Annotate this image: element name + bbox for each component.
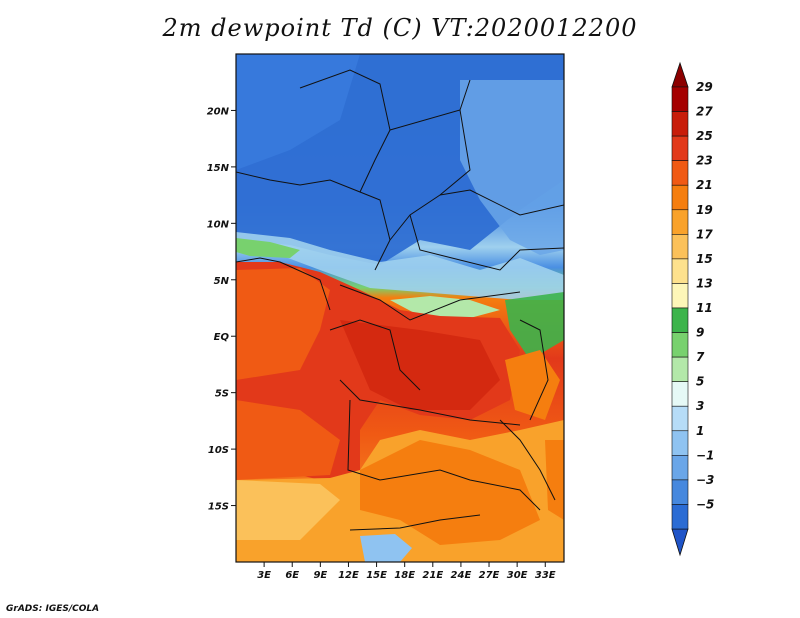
colorbar-label: 23 xyxy=(696,154,713,168)
colorbar-swatch xyxy=(671,184,689,211)
colorbar-swatch xyxy=(671,160,689,186)
country-borders xyxy=(236,69,564,531)
grads-credit: GrADS: IGES/COLA xyxy=(6,604,100,614)
colorbar-label: 21 xyxy=(696,178,713,192)
lat-tick-label: 10S xyxy=(208,445,229,456)
lon-tick-label: 3E xyxy=(257,570,271,581)
lon-tick-label: 6E xyxy=(285,570,299,581)
lon-tick-label: 24E xyxy=(451,570,472,581)
colorbar-swatch xyxy=(671,332,689,358)
colorbar-label: −5 xyxy=(696,497,714,511)
colorbar-swatch xyxy=(671,111,689,137)
lat-tick-label: 15N xyxy=(207,163,230,174)
colorbar-swatch xyxy=(671,234,689,260)
colorbar-label: 3 xyxy=(696,399,704,413)
colorbar-label: 29 xyxy=(696,80,713,94)
colorbar-swatch xyxy=(671,209,689,235)
colorbar-swatch xyxy=(671,356,689,382)
lon-tick-label: 27E xyxy=(479,570,500,581)
lat-tick-label: 10N xyxy=(207,219,230,230)
map-title: 2m dewpoint Td (C) VT:2020012200 xyxy=(162,14,638,42)
lon-tick-label: 33E xyxy=(535,570,556,581)
colorbar: 29 27 25 23 21 19 17 15 13 11 9 7 5 3 1 −1 −3 −5 xyxy=(671,61,714,557)
lon-tick-label: 15E xyxy=(366,570,387,581)
lat-tick-label: 5S xyxy=(215,389,229,400)
lat-tick-label: 15S xyxy=(208,502,229,513)
colorbar-swatch xyxy=(671,479,689,505)
colorbar-label: −3 xyxy=(696,473,714,487)
map-field xyxy=(236,54,564,562)
colorbar-swatch xyxy=(671,430,689,456)
lat-tick-label: 20N xyxy=(207,106,230,117)
lon-tick-label: 21E xyxy=(422,570,443,581)
colorbar-over-arrow xyxy=(671,61,689,88)
lon-tick-label: 9E xyxy=(313,570,327,581)
colorbar-label: 25 xyxy=(696,129,713,143)
lon-tick-label: 12E xyxy=(338,570,359,581)
lat-tick-label: 5N xyxy=(214,276,230,287)
colorbar-swatch xyxy=(671,405,689,432)
colorbar-under-arrow xyxy=(671,528,689,557)
lat-tick-label: EQ xyxy=(214,332,230,343)
colorbar-swatch xyxy=(671,504,689,530)
colorbar-swatch xyxy=(671,455,689,481)
colorbar-swatch xyxy=(671,283,689,309)
colorbar-label: 9 xyxy=(696,326,704,340)
lon-tick-label: 18E xyxy=(394,570,415,581)
colorbar-swatch xyxy=(671,258,689,284)
colorbar-label: 5 xyxy=(696,375,704,389)
colorbar-swatch xyxy=(671,381,689,407)
colorbar-label: 7 xyxy=(696,350,705,364)
colorbar-label: 1 xyxy=(696,424,704,438)
colorbar-swatch xyxy=(671,86,689,112)
colorbar-label: 15 xyxy=(696,252,713,266)
map-border xyxy=(235,53,565,563)
colorbar-label: 19 xyxy=(696,203,713,217)
colorbar-label: 13 xyxy=(696,276,713,290)
colorbar-label: −1 xyxy=(696,448,714,462)
colorbar-label: 11 xyxy=(696,301,713,315)
colorbar-label: 27 xyxy=(696,105,713,119)
lon-tick-label: 30E xyxy=(507,570,528,581)
colorbar-swatch xyxy=(671,135,689,161)
colorbar-label: 17 xyxy=(696,227,713,241)
colorbar-swatch xyxy=(671,307,689,333)
